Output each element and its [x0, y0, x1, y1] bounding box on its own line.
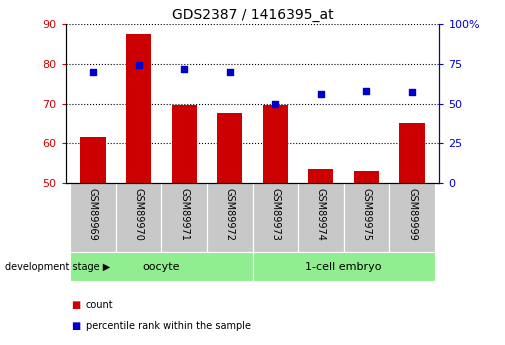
Bar — [70, 183, 116, 252]
Bar — [309, 169, 333, 183]
Bar — [252, 252, 435, 281]
Title: GDS2387 / 1416395_at: GDS2387 / 1416395_at — [172, 8, 333, 22]
Text: GSM89969: GSM89969 — [88, 188, 98, 241]
Bar — [252, 183, 298, 252]
Text: GSM89975: GSM89975 — [362, 188, 372, 241]
Point — [271, 101, 279, 106]
Text: GSM89972: GSM89972 — [225, 188, 235, 241]
Bar — [298, 183, 343, 252]
Point — [317, 91, 325, 97]
Text: count: count — [86, 300, 114, 310]
Text: GSM89970: GSM89970 — [133, 188, 143, 241]
Bar — [162, 183, 207, 252]
Text: GSM89973: GSM89973 — [270, 188, 280, 241]
Text: oocyte: oocyte — [142, 262, 180, 272]
Text: GSM89974: GSM89974 — [316, 188, 326, 241]
Bar — [116, 183, 162, 252]
Point — [180, 66, 188, 71]
Bar — [399, 124, 425, 183]
Bar — [354, 171, 379, 183]
Bar — [343, 183, 389, 252]
Bar — [126, 34, 151, 183]
Point — [363, 88, 371, 93]
Bar — [70, 252, 252, 281]
Bar — [389, 183, 435, 252]
Bar — [263, 106, 288, 183]
Point — [226, 69, 234, 75]
Bar — [207, 183, 252, 252]
Text: 1-cell embryo: 1-cell embryo — [306, 262, 382, 272]
Text: ■: ■ — [71, 321, 80, 331]
Text: GSM89999: GSM89999 — [407, 188, 417, 241]
Text: ■: ■ — [71, 300, 80, 310]
Point — [408, 89, 416, 95]
Point — [89, 69, 97, 75]
Text: development stage ▶: development stage ▶ — [5, 262, 110, 272]
Bar — [172, 106, 196, 183]
Bar — [217, 114, 242, 183]
Point — [134, 62, 142, 67]
Bar — [80, 137, 106, 183]
Text: GSM89971: GSM89971 — [179, 188, 189, 241]
Text: percentile rank within the sample: percentile rank within the sample — [86, 321, 251, 331]
